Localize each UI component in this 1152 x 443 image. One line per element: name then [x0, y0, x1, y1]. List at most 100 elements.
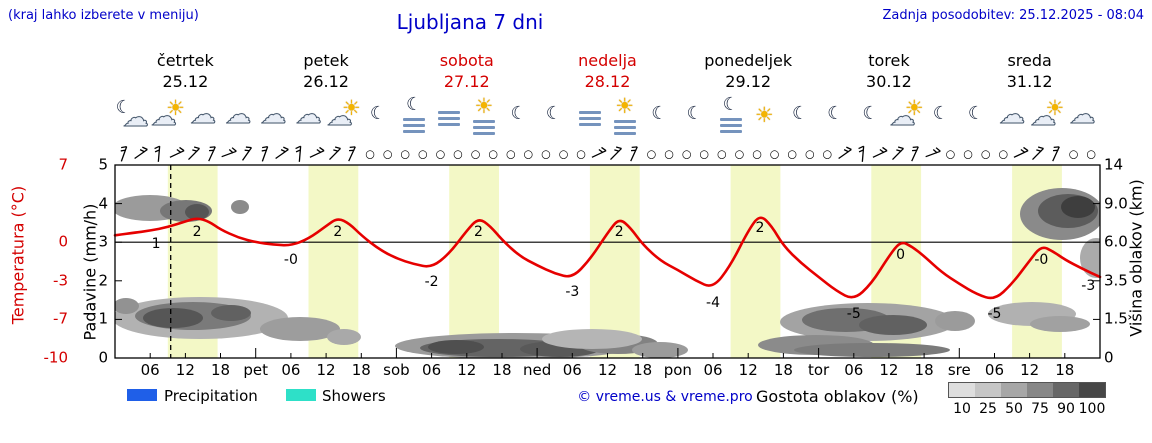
temp-tick-label: -10: [43, 348, 69, 367]
temp-value-label: -4: [706, 294, 721, 311]
weather-icon-moon: ☾: [677, 98, 713, 134]
calm-circle-icon: ○: [576, 147, 586, 161]
precip-tick-label: 0: [98, 348, 108, 367]
x-hour-label: 12: [457, 361, 477, 379]
fog-line: [438, 111, 461, 114]
x-day-abbr: tor: [807, 361, 830, 379]
day-name: ponedeljek: [704, 51, 793, 70]
precip-tick-label: 4: [98, 194, 108, 213]
calm-circle-icon: ○: [558, 147, 569, 161]
x-day-abbr: ned: [523, 361, 552, 379]
weather-icon-fog: [572, 98, 608, 134]
moon-icon: ☾: [862, 103, 879, 124]
precipitation-legend-swatch: [127, 389, 157, 401]
weather-icon-moon: ☾: [361, 98, 397, 134]
day-date: 30.12: [866, 72, 912, 91]
cloud-tick-label: 6.0: [1104, 232, 1128, 251]
x-hour-label: 06: [281, 361, 301, 379]
weather-icon-sun-cloud: ☀ ☁: [326, 98, 362, 134]
fog-line: [473, 126, 496, 129]
cloud-icon: ☁: [260, 100, 287, 130]
day-date: 25.12: [162, 72, 209, 91]
day-name: četrtek: [156, 51, 214, 70]
cloud-density-step: [1027, 383, 1053, 397]
weather-icon-moon: ☾: [642, 98, 678, 134]
moon-icon: ☾: [932, 103, 949, 124]
cloud-density-step-value: 90: [1057, 401, 1075, 417]
x-hour-label: 12: [1020, 361, 1040, 379]
fog-icon: [403, 115, 426, 133]
sun-icon: ☀: [1045, 96, 1065, 120]
wind-barb-icon: [836, 145, 854, 163]
calm-circle-icon: ○: [400, 147, 411, 161]
cloud-tick-label: 9.0: [1104, 194, 1128, 213]
temp-value-label: -0: [1034, 251, 1049, 268]
moon-icon: ☾: [827, 103, 844, 124]
temp-tick-label: -7: [53, 309, 68, 328]
wind-barb-icon: [1029, 145, 1047, 163]
temp-value-label: -3: [1081, 277, 1096, 294]
weather-icon-cloud: ☁: [255, 98, 291, 134]
fog-line: [614, 120, 637, 123]
day-date: 26.12: [303, 72, 349, 91]
wind-barb-icon: [220, 145, 238, 163]
calm-circle-icon: ○: [646, 147, 657, 161]
wind-barb-icon: [871, 145, 889, 163]
calm-circle-icon: ○: [734, 147, 745, 161]
cloud-density-step-value: 100: [1078, 401, 1106, 417]
x-hour-label: 18: [1055, 361, 1075, 379]
moon-icon: ☾: [722, 94, 739, 115]
weather-icon-cloud: ☁: [994, 98, 1030, 134]
calm-circle-icon: ○: [804, 147, 815, 161]
cloud-icon: ☁: [122, 103, 149, 133]
weather-icon-moon: ☾: [502, 98, 538, 134]
weather-icon-moon: ☾: [537, 98, 573, 134]
wind-barb-icon: [273, 145, 291, 163]
cloud-density-step: [1053, 383, 1079, 397]
cloud-icon: ☁: [326, 102, 353, 132]
wind-barb-icon: [1012, 145, 1030, 163]
weather-icon-cloud: ☁: [185, 98, 221, 134]
cloud-icon: ☁: [1069, 100, 1096, 130]
copyright-link[interactable]: © vreme.us & vreme.pro: [577, 389, 753, 405]
calm-circle-icon: ○: [1068, 147, 1079, 161]
calm-circle-icon: ○: [505, 147, 516, 161]
weather-icon-sun-cloud: ☀ ☁: [889, 98, 925, 134]
temp-tick-label: 0: [58, 232, 68, 251]
cloud-density-step-value: 25: [979, 401, 997, 417]
wind-barb-icon: [185, 145, 203, 163]
fog-line: [403, 124, 426, 127]
temp-value-label: 1: [151, 235, 161, 252]
x-hour-label: 18: [492, 361, 512, 379]
x-hour-label: 06: [422, 361, 442, 379]
cloud-icon: ☁: [295, 100, 322, 130]
weather-icon-moon: ☾: [959, 98, 995, 134]
x-hour-label: 06: [140, 361, 160, 379]
sun-icon: ☀: [341, 96, 361, 120]
x-hour-label: 18: [633, 361, 653, 379]
cloud-tick-label: 0: [1104, 348, 1114, 367]
wind-barb-icon: [308, 145, 326, 163]
temperature-axis-title: Temperatura (°C): [8, 185, 28, 325]
moon-icon: ☾: [791, 103, 809, 124]
weather-icon-cloud: ☁: [290, 98, 326, 134]
temp-value-label: 2: [333, 223, 343, 240]
calm-circle-icon: ○: [699, 147, 710, 161]
fog-line: [719, 124, 742, 127]
cloud-density-step: [975, 383, 1001, 397]
calm-circle-icon: ○: [945, 147, 956, 161]
weather-icon-cloud: ☁: [220, 98, 256, 134]
page-title: Ljubljana 7 dni: [396, 10, 544, 34]
weather-icon-moon: ☾: [924, 98, 960, 134]
x-day-abbr: sob: [383, 361, 410, 379]
x-hour-label: 12: [738, 361, 758, 379]
calm-circle-icon: ○: [435, 147, 446, 161]
x-hour-label: 06: [703, 361, 723, 379]
wind-barb-icon: [326, 145, 344, 163]
weather-icon-sun: ☀: [748, 98, 784, 134]
sun-icon: ☀: [474, 94, 494, 118]
calm-circle-icon: ○: [769, 147, 780, 161]
x-day-abbr: pon: [663, 361, 692, 379]
day-name: torek: [868, 51, 910, 70]
temp-value-label: -2: [424, 273, 439, 290]
